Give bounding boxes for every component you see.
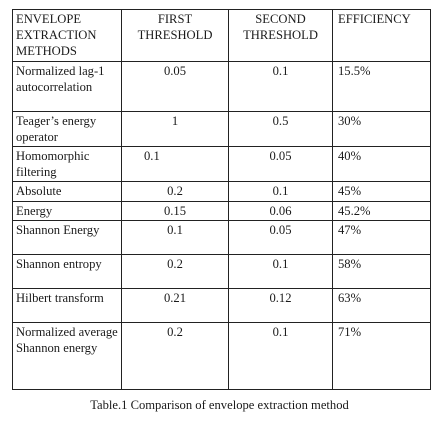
method-cell: Normalized lag-1 autocorrelation [12,60,122,112]
table-row: Shannon entropy 0.2 0.1 58% [12,253,431,289]
second-threshold-cell: 0.1 [228,181,333,202]
second-threshold-cell: 0.12 [228,287,333,323]
efficiency-cell: 63% [332,287,431,323]
efficiency-cell: 58% [332,253,431,289]
second-threshold-cell: 0.05 [228,146,333,183]
table-row: Normalized average Shannon energy 0.2 0.… [12,321,431,390]
second-threshold-cell: 0.5 [228,110,333,148]
first-threshold-cell: 0.2 [121,321,229,390]
header-efficiency: EFFICIENCY [332,9,431,62]
method-cell: Absolute [12,181,122,202]
table-row: Shannon Energy 0.1 0.05 47% [12,219,431,255]
first-threshold-cell: 0.05 [121,60,229,112]
method-cell: Homomorphic filtering [12,146,122,183]
efficiency-cell: 45.2% [332,200,431,221]
method-cell: Energy [12,200,122,221]
header-methods: ENVELOPE EXTRACTION METHODS [12,9,122,62]
method-cell: Normalized average Shannon energy [12,321,122,390]
second-threshold-cell: 0.1 [228,253,333,289]
first-threshold-cell: 0.1 [121,146,229,183]
second-threshold-cell: 0.05 [228,219,333,255]
method-cell: Shannon entropy [12,253,122,289]
first-threshold-cell: 0.15 [121,200,229,221]
comparison-table: ENVELOPE EXTRACTION METHODS FIRST THRESH… [12,9,431,390]
first-threshold-cell: 0.2 [121,253,229,289]
table-caption: Table.1 Comparison of envelope extractio… [90,398,349,412]
efficiency-cell: 71% [332,321,431,390]
second-threshold-cell: 0.1 [228,60,333,112]
method-cell: Hilbert transform [12,287,122,323]
efficiency-cell: 45% [332,181,431,202]
efficiency-cell: 30% [332,110,431,148]
efficiency-cell: 40% [332,146,431,183]
table-header-row: ENVELOPE EXTRACTION METHODS FIRST THRESH… [12,9,431,62]
efficiency-cell: 15.5% [332,60,431,112]
table-row: Hilbert transform 0.21 0.12 63% [12,287,431,323]
table-row: Teager’s energy operator 1 0.5 30% [12,110,431,148]
method-cell: Shannon Energy [12,219,122,255]
header-second-threshold: SECOND THRESHOLD [228,9,333,62]
efficiency-cell: 47% [332,219,431,255]
first-threshold-cell: 0.21 [121,287,229,323]
second-threshold-cell: 0.06 [228,200,333,221]
method-cell: Teager’s energy operator [12,110,122,148]
table-row: Absolute 0.2 0.1 45% [12,181,431,202]
table-row: Homomorphic filtering 0.1 0.05 40% [12,146,431,183]
first-threshold-cell: 0.2 [121,181,229,202]
first-threshold-cell: 1 [121,110,229,148]
second-threshold-cell: 0.1 [228,321,333,390]
first-threshold-cell: 0.1 [121,219,229,255]
table-row: Normalized lag-1 autocorrelation 0.05 0.… [12,60,431,112]
header-first-threshold: FIRST THRESHOLD [121,9,229,62]
comparison-table-container: ENVELOPE EXTRACTION METHODS FIRST THRESH… [12,9,431,390]
table-row: Energy 0.15 0.06 45.2% [12,200,431,221]
